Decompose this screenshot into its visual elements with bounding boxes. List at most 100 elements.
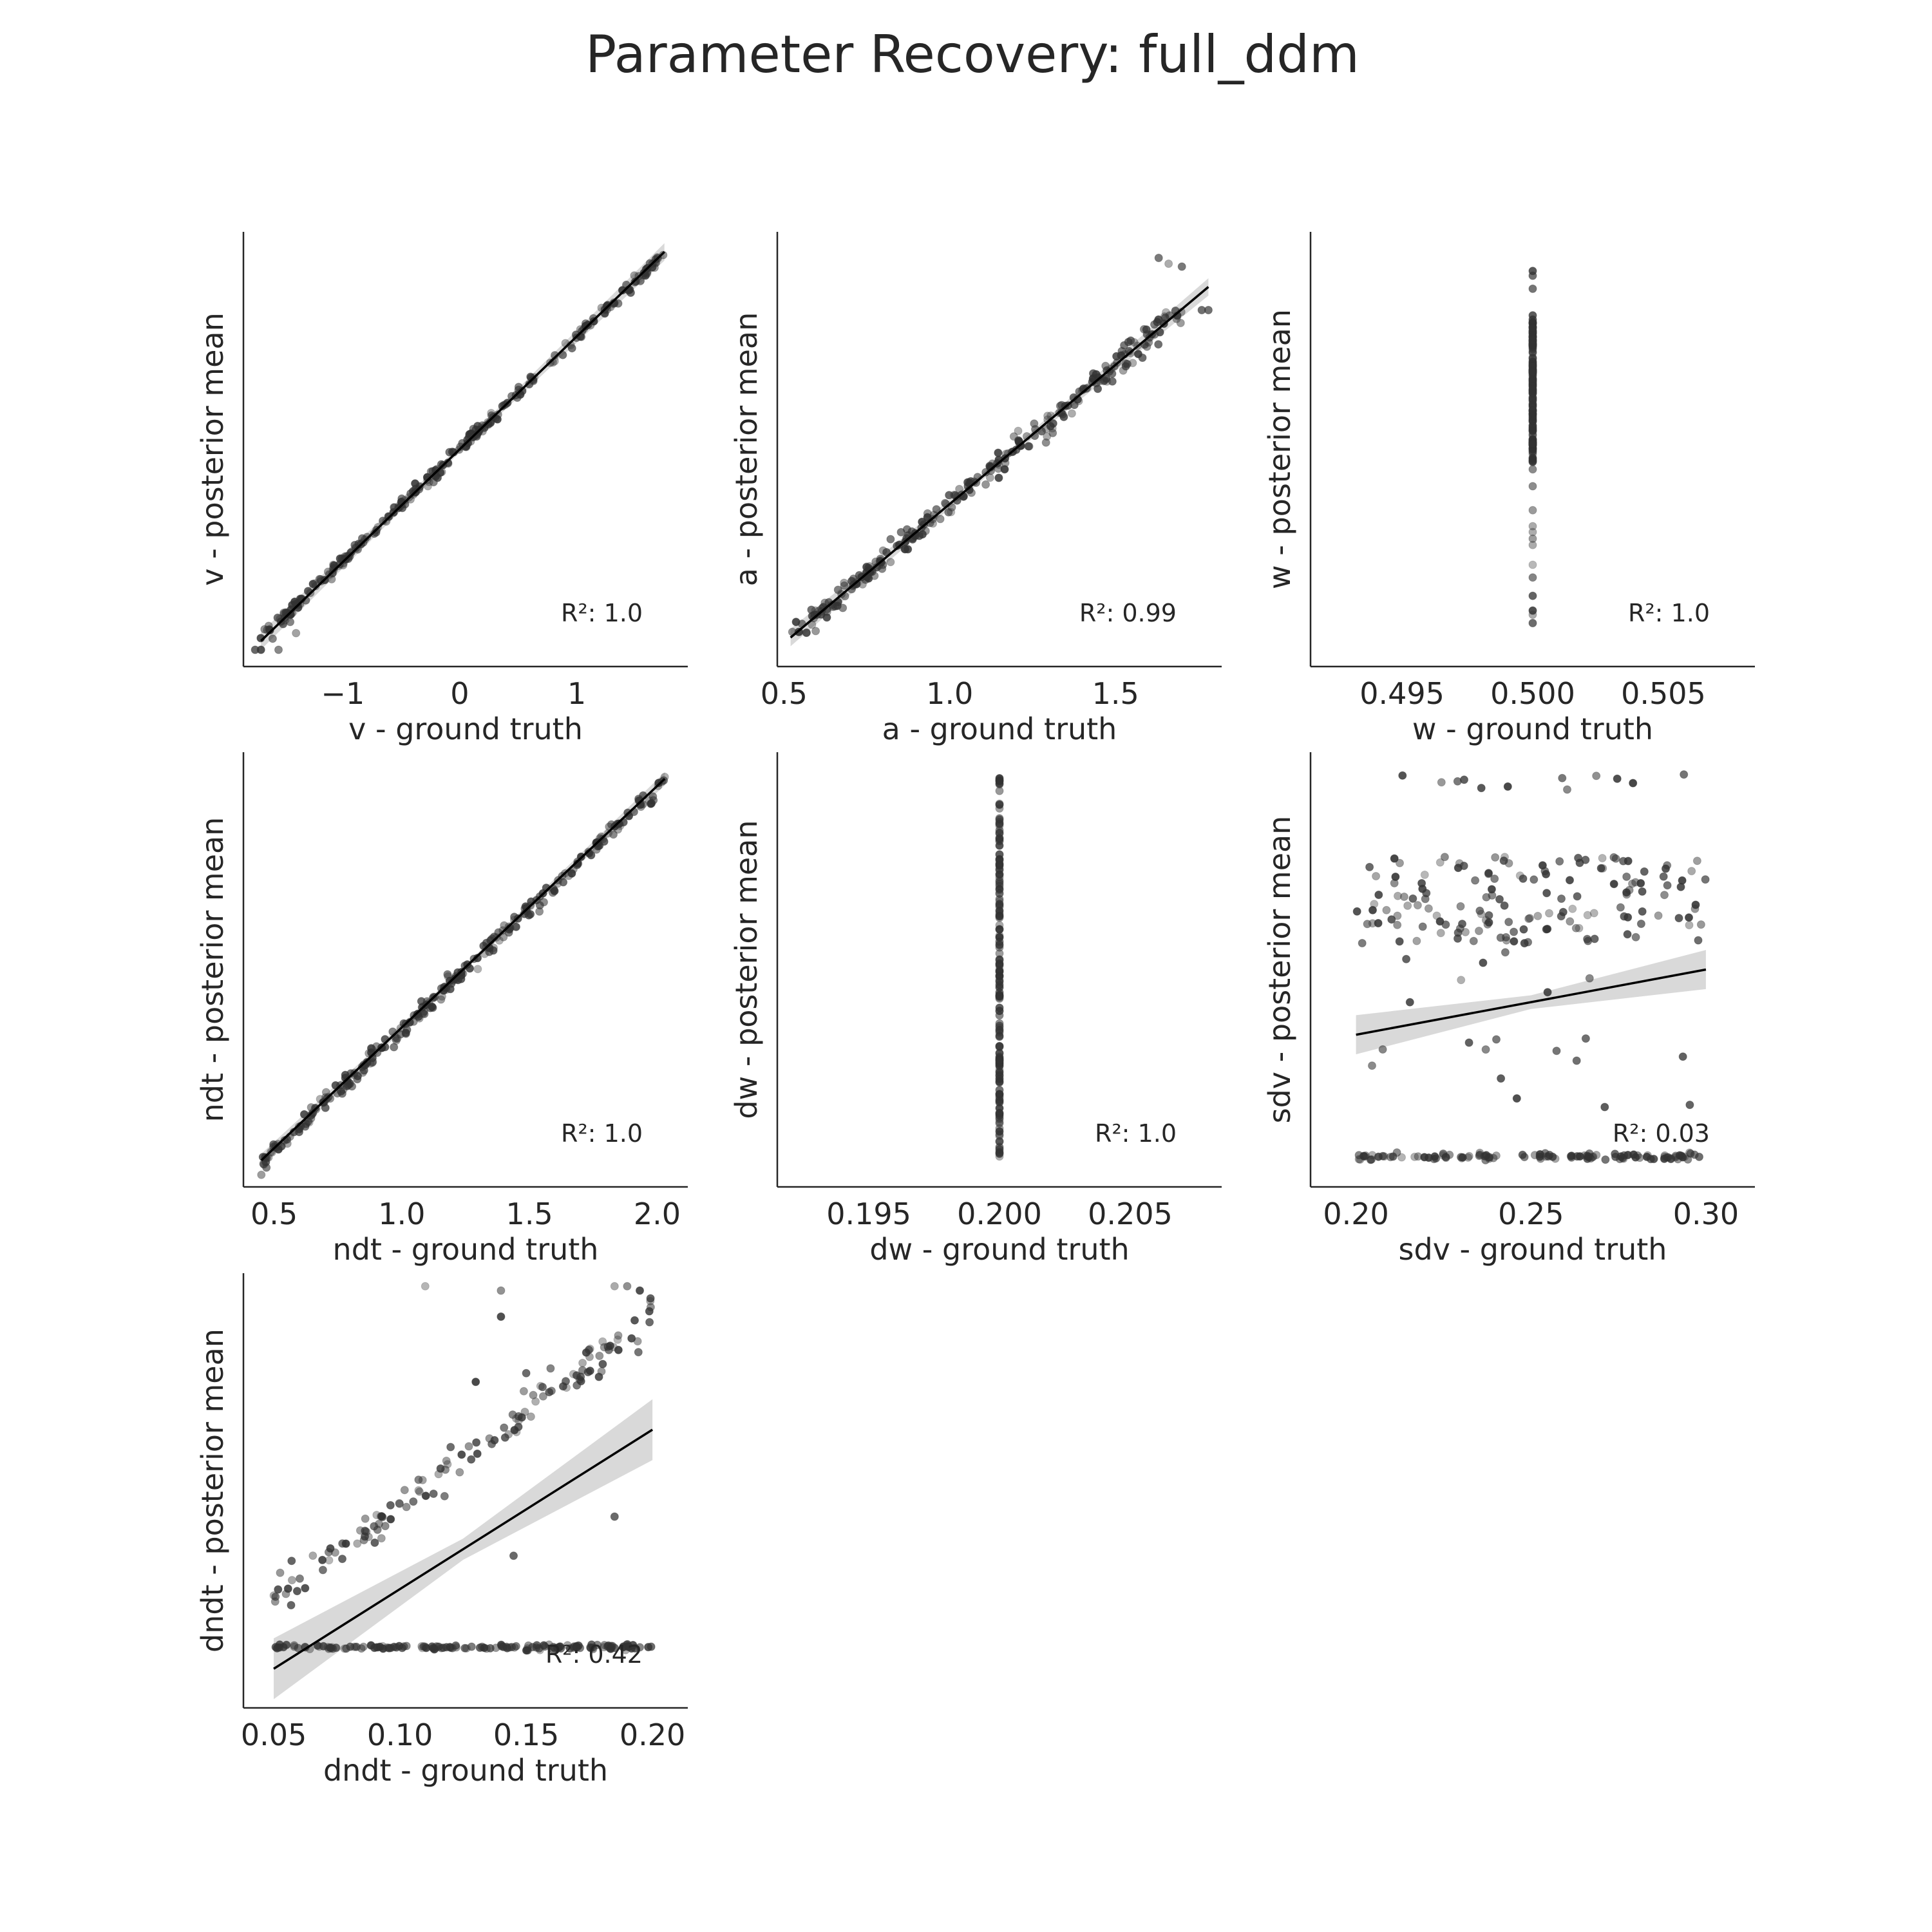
data-point: [1611, 854, 1620, 863]
data-point: [994, 448, 1003, 457]
data-point: [1528, 424, 1537, 433]
data-point: [589, 314, 598, 323]
data-point: [634, 1348, 643, 1357]
data-point: [287, 1557, 296, 1566]
data-point: [840, 581, 849, 590]
data-point: [386, 1515, 395, 1524]
data-point: [569, 1370, 578, 1379]
data-point: [308, 1551, 317, 1560]
data-point: [1575, 923, 1584, 933]
data-point: [402, 1642, 411, 1651]
data-point: [1387, 915, 1396, 924]
data-point: [1390, 854, 1399, 863]
data-point: [1625, 886, 1634, 895]
data-point: [442, 1456, 451, 1465]
data-point: [1512, 1094, 1521, 1103]
data-point: [1678, 876, 1687, 885]
r2-annotation: R²: 1.0: [1628, 599, 1710, 627]
data-point: [586, 1643, 595, 1652]
data-point: [1483, 920, 1492, 929]
data-point: [1441, 920, 1450, 929]
data-point: [1528, 522, 1537, 531]
data-point: [995, 1137, 1004, 1146]
data-point: [256, 645, 265, 654]
data-point: [286, 618, 295, 627]
data-point: [386, 1501, 395, 1510]
data-point: [995, 889, 1004, 898]
x-tick-label: 1: [567, 676, 586, 711]
data-point: [529, 1390, 538, 1399]
data-point: [343, 1081, 352, 1090]
data-point: [1354, 1151, 1363, 1160]
data-point: [1685, 1101, 1694, 1110]
data-point: [1598, 864, 1607, 873]
regression-line: [260, 777, 666, 1162]
data-point: [1043, 432, 1052, 441]
data-point: [1528, 348, 1537, 356]
data-point: [1528, 440, 1537, 448]
data-point: [550, 887, 559, 895]
data-point: [587, 1640, 596, 1649]
data-point: [400, 1486, 409, 1495]
data-point: [1398, 771, 1407, 780]
data-point: [377, 1534, 386, 1543]
data-point: [915, 531, 923, 540]
data-point: [995, 870, 1004, 879]
data-point: [1598, 854, 1607, 862]
data-point: [886, 535, 895, 544]
data-point: [603, 1342, 612, 1351]
data-point: [290, 1641, 299, 1650]
x-tick-label: 0.500: [1490, 676, 1575, 711]
data-point: [1368, 1061, 1376, 1070]
data-point: [1420, 1153, 1429, 1162]
data-point: [1528, 606, 1537, 615]
data-point: [1510, 937, 1519, 946]
data-point: [1519, 925, 1528, 934]
data-point: [995, 1057, 1004, 1066]
data-point: [1000, 465, 1009, 474]
data-point: [460, 1643, 469, 1653]
data-point: [531, 1397, 540, 1406]
data-point: [1471, 876, 1480, 885]
data-point: [886, 558, 895, 567]
data-point: [471, 1378, 480, 1387]
data-point: [281, 1589, 290, 1598]
data-point: [488, 1439, 497, 1448]
data-point: [878, 546, 887, 555]
data-point: [1574, 853, 1583, 862]
data-point: [528, 1643, 537, 1652]
data-point: [1528, 591, 1537, 600]
data-point: [608, 1642, 617, 1651]
data-point: [1528, 506, 1537, 515]
data-point: [395, 1499, 404, 1508]
data-point: [1571, 923, 1580, 933]
data-point: [995, 799, 1004, 808]
panel-v: −1 0 1v - ground truth v - posterior mean R²…: [195, 232, 688, 746]
data-point: [610, 1282, 619, 1291]
data-point: [995, 900, 1004, 909]
data-point: [308, 580, 317, 589]
data-point: [432, 1642, 441, 1651]
y-axis-label: sdv - posterior mean: [1262, 816, 1297, 1124]
data-point: [464, 1442, 473, 1451]
data-point: [274, 1643, 283, 1652]
data-point: [1624, 857, 1633, 866]
data-point: [1581, 1034, 1590, 1043]
data-point: [995, 833, 1004, 842]
data-point: [540, 1642, 549, 1651]
data-point: [1596, 864, 1605, 873]
data-point: [444, 972, 453, 981]
data-point: [292, 629, 301, 638]
regression-line: [273, 1428, 654, 1670]
data-point: [446, 985, 455, 994]
data-point: [1475, 1150, 1484, 1159]
x-tick-label: 0.195: [826, 1197, 911, 1231]
data-point: [1609, 880, 1618, 889]
data-point: [1538, 861, 1547, 870]
data-point: [936, 515, 945, 524]
data-point: [393, 1034, 402, 1043]
data-point: [995, 911, 1004, 920]
data-point: [613, 1335, 622, 1344]
data-point: [1620, 912, 1629, 921]
data-point: [522, 1368, 531, 1378]
